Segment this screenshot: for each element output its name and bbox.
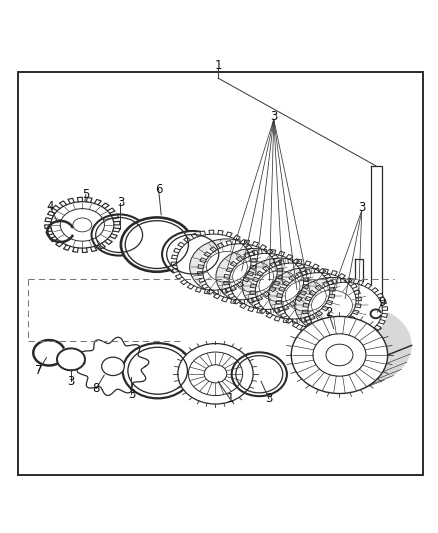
Ellipse shape: [224, 249, 309, 313]
Ellipse shape: [178, 344, 253, 404]
Text: 6: 6: [155, 183, 162, 196]
Ellipse shape: [326, 344, 353, 366]
Ellipse shape: [204, 365, 227, 383]
Text: 4: 4: [46, 199, 54, 213]
Text: 5: 5: [82, 188, 89, 201]
Ellipse shape: [171, 230, 256, 294]
Ellipse shape: [102, 357, 124, 376]
Text: 1: 1: [226, 392, 234, 405]
Ellipse shape: [57, 349, 85, 370]
Text: 9: 9: [378, 296, 386, 309]
Ellipse shape: [123, 343, 193, 398]
Text: 3: 3: [358, 201, 365, 214]
Text: 3: 3: [265, 392, 272, 405]
Ellipse shape: [198, 240, 283, 304]
Ellipse shape: [295, 278, 369, 334]
Ellipse shape: [190, 239, 264, 295]
Ellipse shape: [45, 197, 120, 253]
FancyBboxPatch shape: [18, 71, 423, 474]
Ellipse shape: [242, 258, 317, 314]
Text: 1: 1: [214, 59, 222, 71]
Text: 3: 3: [117, 197, 124, 209]
Text: 3: 3: [67, 375, 74, 387]
Ellipse shape: [268, 268, 343, 324]
Ellipse shape: [303, 278, 388, 342]
Ellipse shape: [291, 317, 388, 393]
Ellipse shape: [216, 248, 290, 304]
Text: 2: 2: [325, 305, 332, 319]
Ellipse shape: [73, 218, 92, 232]
Ellipse shape: [276, 269, 361, 333]
Ellipse shape: [81, 340, 145, 393]
Ellipse shape: [250, 259, 335, 323]
Ellipse shape: [232, 352, 287, 396]
Ellipse shape: [315, 307, 412, 384]
Text: 7: 7: [35, 364, 42, 377]
Text: 3: 3: [270, 110, 277, 123]
Ellipse shape: [162, 231, 223, 278]
Ellipse shape: [92, 214, 147, 255]
Text: 8: 8: [93, 382, 100, 395]
Text: 3: 3: [128, 388, 135, 401]
Ellipse shape: [121, 217, 193, 272]
